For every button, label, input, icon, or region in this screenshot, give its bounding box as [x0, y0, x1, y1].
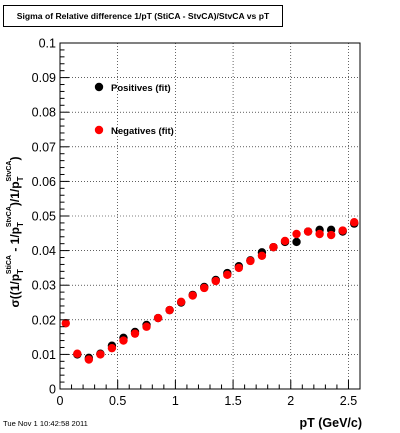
- legend-marker: [94, 125, 104, 135]
- negatives-point: [246, 256, 255, 266]
- ylabel-sup-2: StvCA: [6, 206, 13, 227]
- negatives-point: [280, 236, 290, 246]
- legend-marker: [94, 82, 104, 92]
- negatives-point: [269, 242, 278, 252]
- ylabel-sub-1: T: [16, 269, 25, 274]
- y-tick-label: 0.05: [32, 210, 56, 224]
- negatives-point: [200, 283, 209, 293]
- svg-text:σ((1/pTStiCA - 1/pTStvCA)/1/pT: σ((1/pTStiCA - 1/pTStvCA)/1/pTStvCA): [6, 157, 25, 308]
- negatives-point: [119, 336, 128, 345]
- y-tick-label: 0.03: [32, 279, 56, 293]
- ylabel-dash: - 1/p: [8, 227, 22, 255]
- negatives-point: [326, 230, 336, 240]
- timestamp: Tue Nov 1 10:42:58 2011: [3, 419, 88, 428]
- negatives-point: [315, 229, 324, 239]
- y-axis-label: σ((1/pTStiCA - 1/pTStvCA)/1/pTStvCA): [6, 157, 25, 308]
- negatives-point: [142, 322, 151, 331]
- x-tick-label: 1.5: [224, 394, 241, 408]
- negatives-point: [338, 226, 347, 235]
- y-tick-label: 0.01: [32, 348, 56, 362]
- x-axis-label: pT (GeV/c): [299, 416, 362, 430]
- ylabel-sup-1: StiCA: [6, 255, 13, 274]
- y-tick-label: 0.02: [32, 313, 56, 327]
- y-tick-label: 0: [49, 383, 56, 397]
- negatives-point: [223, 270, 232, 280]
- y-tick-label: 0.1: [39, 37, 56, 51]
- x-tick-label: 2.5: [340, 394, 357, 408]
- legend-label: Negatives (fit): [111, 126, 174, 137]
- negatives-point: [303, 227, 313, 236]
- y-tick-label: 0.06: [32, 175, 56, 189]
- ylabel-sub-3: T: [16, 176, 25, 181]
- ylabel-mid: )/1/p: [8, 181, 22, 206]
- negatives-point: [188, 291, 197, 300]
- x-tick-label: 0.5: [109, 394, 126, 408]
- data-series: [61, 218, 359, 364]
- legend: Positives (fit) Negatives (fit): [94, 82, 174, 137]
- legend-label: Positives (fit): [111, 83, 171, 94]
- ylabel-sup-3: StvCA: [6, 161, 13, 182]
- negatives-point: [61, 319, 70, 328]
- negatives-point: [165, 305, 174, 315]
- negatives-point: [234, 263, 244, 273]
- negatives-point: [176, 297, 186, 307]
- negatives-point: [96, 350, 105, 359]
- negatives-point: [84, 355, 94, 364]
- negatives-point: [153, 313, 163, 323]
- negatives-point: [211, 276, 220, 286]
- axes: 0 0.5 1 1.5 2 2.5 0 0.01 0.02 0.03 0.04 0.05 0.06 0.0…: [32, 37, 361, 408]
- negatives-point: [350, 218, 359, 227]
- x-tick-label: 2: [287, 394, 294, 408]
- negatives-point: [73, 349, 82, 358]
- x-tick-label: 0: [57, 394, 64, 408]
- negatives-point: [130, 329, 140, 338]
- ylabel-sigma: σ((1/p: [8, 274, 22, 308]
- negatives-point: [257, 251, 267, 260]
- ylabel-sub-2: T: [16, 222, 25, 227]
- y-tick-label: 0.08: [32, 106, 56, 120]
- x-tick-label: 1: [172, 394, 179, 408]
- grid-lines: [60, 42, 360, 389]
- y-tick-label: 0.09: [32, 71, 56, 85]
- ylabel-close: ): [8, 157, 22, 161]
- negatives-point: [107, 343, 117, 353]
- positives-point: [292, 237, 301, 247]
- y-tick-label: 0.07: [32, 140, 56, 154]
- y-tick-label: 0.04: [32, 244, 56, 258]
- negatives-point: [292, 229, 301, 239]
- chart-title: Sigma of Relative difference 1/pT (StiCA…: [3, 5, 283, 27]
